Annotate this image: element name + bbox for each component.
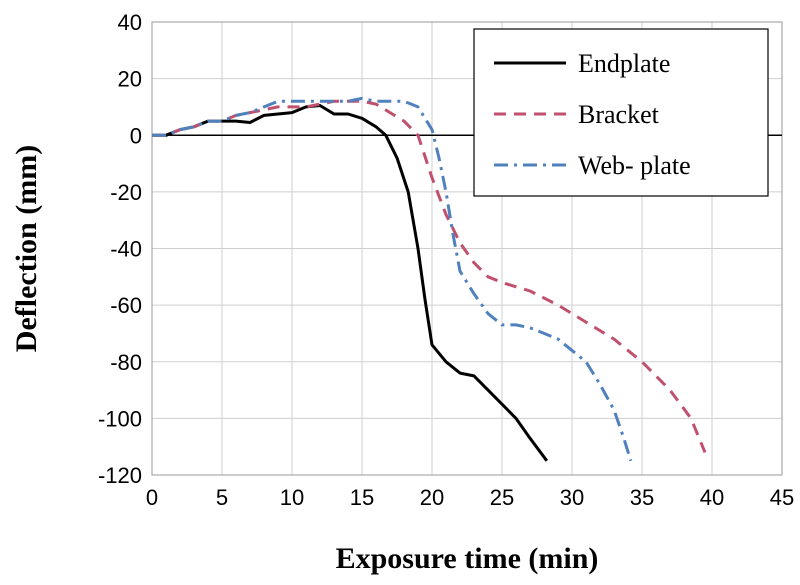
x-tick-label: 35 (630, 485, 654, 510)
legend-label: Bracket (578, 100, 660, 129)
series-line-web-plate (152, 96, 633, 462)
plot-border (151, 21, 783, 476)
x-tick-label: 10 (280, 485, 304, 510)
y-tick-label: -20 (110, 180, 142, 205)
x-tick-label: 0 (146, 485, 158, 510)
x-tick-label: 25 (490, 485, 514, 510)
y-tick-label: -100 (98, 406, 142, 431)
y-tick-label: -120 (98, 463, 142, 488)
x-tick-label: 5 (216, 485, 228, 510)
y-tick-label: -80 (110, 350, 142, 375)
legend-label: Endplate (578, 49, 670, 78)
legend: Endplate Bracket Web- plate (473, 28, 769, 197)
series-lines (152, 96, 707, 462)
y-axis-title: Deflection (mm) (10, 145, 43, 352)
y-tick-label: -40 (110, 237, 142, 262)
x-tick-label: 15 (350, 485, 374, 510)
x-axis-title: Exposure time (min) (336, 542, 599, 575)
x-tick-label: 30 (560, 485, 584, 510)
x-tick-label: 40 (700, 485, 724, 510)
legend-label: Web- plate (578, 151, 691, 180)
series-line-endplate (152, 104, 549, 462)
x-tick-label: 45 (770, 485, 794, 510)
y-tick-label: 0 (130, 123, 142, 148)
y-tick-label: -60 (110, 293, 142, 318)
y-tick-label: 20 (118, 67, 142, 92)
axes: 0 5 10 15 20 25 30 35 40 45 40 20 0 -20 -40 -60 -80 -100 -… (98, 10, 794, 510)
x-tick-label: 20 (420, 485, 444, 510)
y-tick-label: 40 (118, 10, 142, 35)
